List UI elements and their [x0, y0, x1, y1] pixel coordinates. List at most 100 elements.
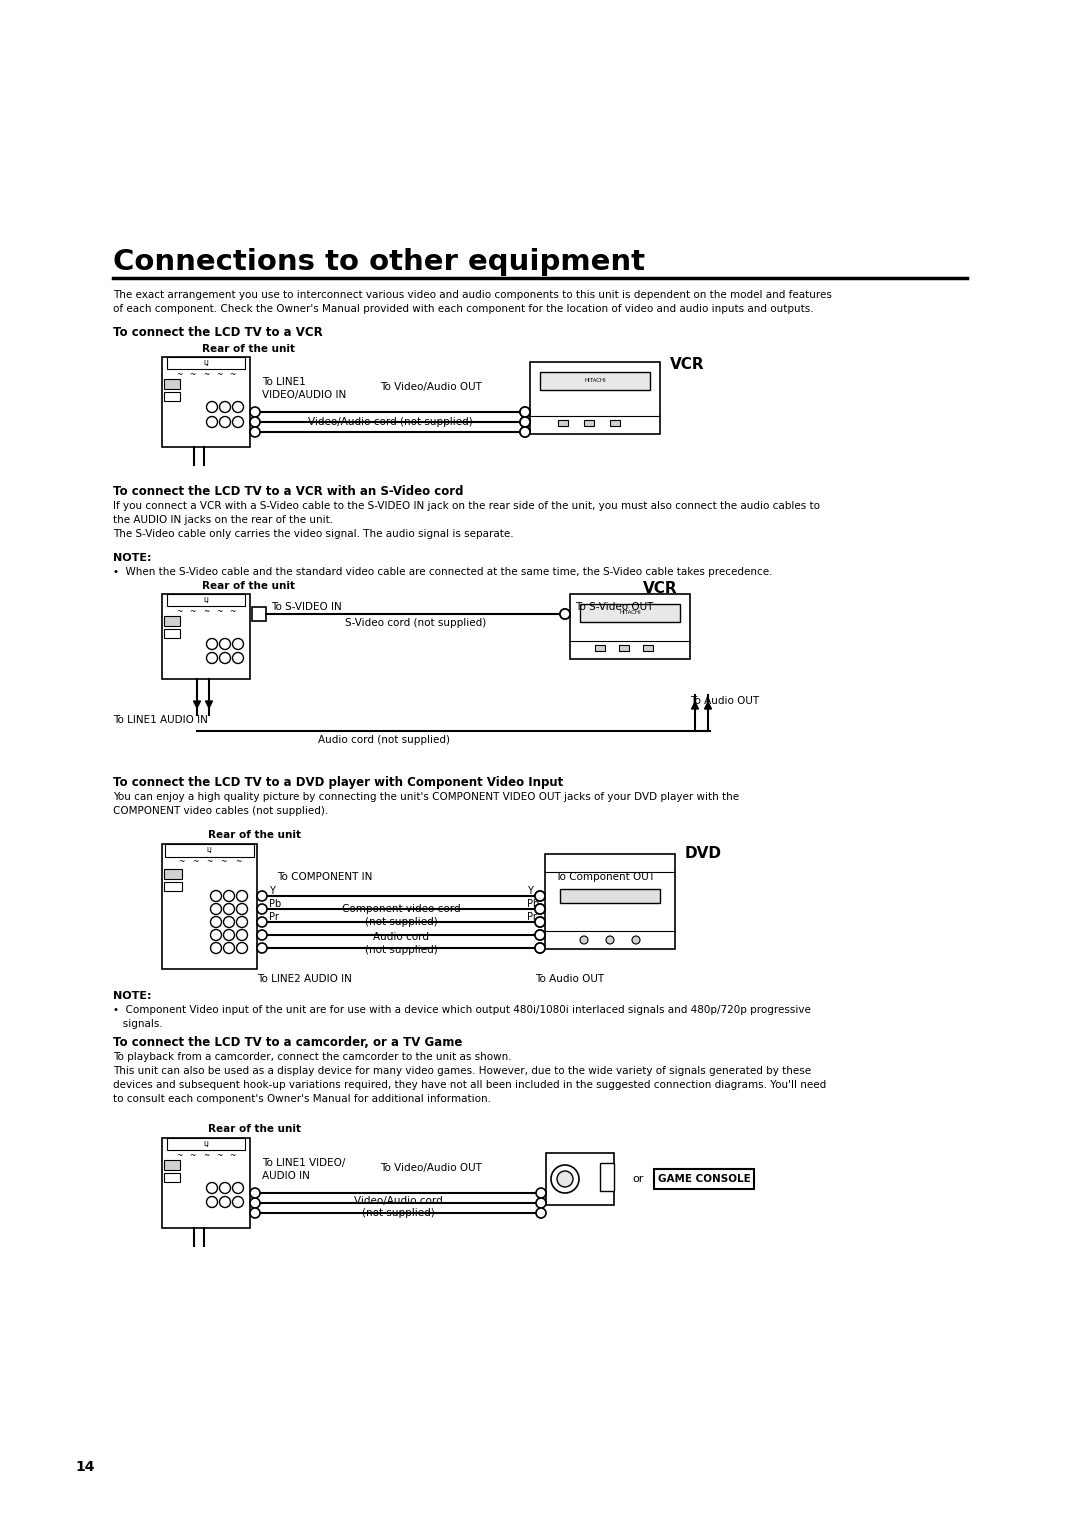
Circle shape	[224, 917, 234, 927]
Circle shape	[224, 929, 234, 941]
Bar	[164, 1174, 180, 1183]
Circle shape	[237, 903, 247, 914]
Circle shape	[232, 639, 243, 649]
Text: NOTE:: NOTE:	[113, 553, 151, 562]
Text: LJ: LJ	[203, 361, 208, 367]
Text: Video/Audio cord: Video/Audio cord	[353, 1196, 443, 1206]
Circle shape	[211, 891, 221, 902]
Circle shape	[606, 937, 615, 944]
Bar	[561, 889, 660, 903]
Circle shape	[232, 402, 243, 413]
Bar	[609, 420, 620, 426]
Text: To connect the LCD TV to a DVD player with Component Video Input: To connect the LCD TV to a DVD player wi…	[113, 776, 564, 788]
Circle shape	[219, 1196, 230, 1207]
Bar	[583, 420, 594, 426]
Text: LJ: LJ	[203, 1141, 208, 1148]
Circle shape	[535, 917, 545, 927]
Bar	[252, 607, 266, 620]
Circle shape	[206, 1196, 217, 1207]
Text: (not supplied): (not supplied)	[365, 917, 437, 927]
Bar	[162, 358, 249, 448]
Circle shape	[211, 903, 221, 914]
Bar	[570, 594, 690, 659]
Polygon shape	[691, 701, 699, 709]
Text: ~: ~	[178, 857, 185, 866]
Text: To S-VIDEO IN: To S-VIDEO IN	[271, 602, 341, 613]
Bar	[167, 594, 245, 607]
Bar	[165, 843, 254, 857]
Text: •  Component Video input of the unit are for use with a device which output 480i: • Component Video input of the unit are …	[113, 1005, 811, 1028]
Text: Y: Y	[527, 886, 532, 895]
Circle shape	[211, 917, 221, 927]
Text: ~: ~	[203, 608, 210, 616]
Circle shape	[249, 1187, 260, 1198]
Bar	[643, 645, 653, 651]
Circle shape	[257, 917, 267, 927]
Text: If you connect a VCR with a S-Video cable to the S-VIDEO IN jack on the rear sid: If you connect a VCR with a S-Video cabl…	[113, 501, 820, 539]
Text: ~: ~	[176, 1152, 183, 1160]
Circle shape	[519, 406, 530, 417]
Text: (not supplied): (not supplied)	[365, 944, 437, 955]
Text: Pb: Pb	[269, 898, 281, 909]
Text: VCR: VCR	[670, 358, 704, 371]
Circle shape	[219, 652, 230, 663]
Circle shape	[224, 903, 234, 914]
Circle shape	[535, 891, 545, 902]
Text: The exact arrangement you use to interconnect various video and audio components: The exact arrangement you use to interco…	[113, 290, 832, 313]
Circle shape	[219, 1183, 230, 1193]
Circle shape	[249, 426, 260, 437]
Bar	[162, 1138, 249, 1229]
Text: ~: ~	[229, 1152, 235, 1160]
Circle shape	[249, 406, 260, 417]
Circle shape	[257, 943, 267, 953]
Circle shape	[535, 931, 545, 940]
Text: ~: ~	[220, 857, 227, 866]
Circle shape	[237, 943, 247, 953]
Bar	[164, 393, 180, 400]
Bar	[162, 594, 249, 678]
Circle shape	[535, 905, 545, 914]
Bar	[167, 358, 245, 368]
Circle shape	[257, 905, 267, 914]
Bar	[595, 645, 605, 651]
Circle shape	[219, 417, 230, 428]
Text: HITACHI: HITACHI	[584, 379, 606, 384]
Circle shape	[206, 639, 217, 649]
Circle shape	[257, 891, 267, 902]
Circle shape	[519, 417, 530, 426]
Circle shape	[232, 652, 243, 663]
Circle shape	[580, 937, 588, 944]
Circle shape	[535, 943, 545, 953]
Circle shape	[249, 1209, 260, 1218]
Text: To LINE1
VIDEO/AUDIO IN: To LINE1 VIDEO/AUDIO IN	[262, 377, 347, 400]
Bar	[557, 420, 567, 426]
Text: Rear of the unit: Rear of the unit	[208, 1125, 301, 1134]
Bar	[619, 645, 629, 651]
Circle shape	[249, 417, 260, 426]
Polygon shape	[205, 701, 213, 707]
Circle shape	[519, 426, 530, 437]
Text: To COMPONENT IN: To COMPONENT IN	[276, 872, 373, 882]
Circle shape	[257, 931, 267, 940]
Text: Y: Y	[269, 886, 275, 895]
Circle shape	[219, 402, 230, 413]
Circle shape	[519, 417, 530, 426]
Text: ~: ~	[216, 608, 222, 616]
Text: To Video/Audio OUT: To Video/Audio OUT	[380, 1163, 482, 1174]
Circle shape	[232, 1183, 243, 1193]
Text: Pb: Pb	[527, 898, 539, 909]
Text: ~: ~	[190, 370, 195, 379]
Circle shape	[519, 406, 530, 417]
Bar	[164, 379, 180, 390]
Text: Rear of the unit: Rear of the unit	[208, 830, 301, 840]
Text: (not supplied): (not supplied)	[362, 1209, 434, 1218]
Circle shape	[206, 652, 217, 663]
Text: LJ: LJ	[203, 597, 208, 604]
Text: To LINE1 AUDIO IN: To LINE1 AUDIO IN	[113, 715, 207, 724]
Text: Pr: Pr	[527, 912, 537, 921]
Bar	[546, 1154, 615, 1206]
Circle shape	[535, 917, 545, 927]
Bar	[162, 843, 257, 969]
Bar	[164, 616, 180, 626]
Circle shape	[535, 905, 545, 914]
